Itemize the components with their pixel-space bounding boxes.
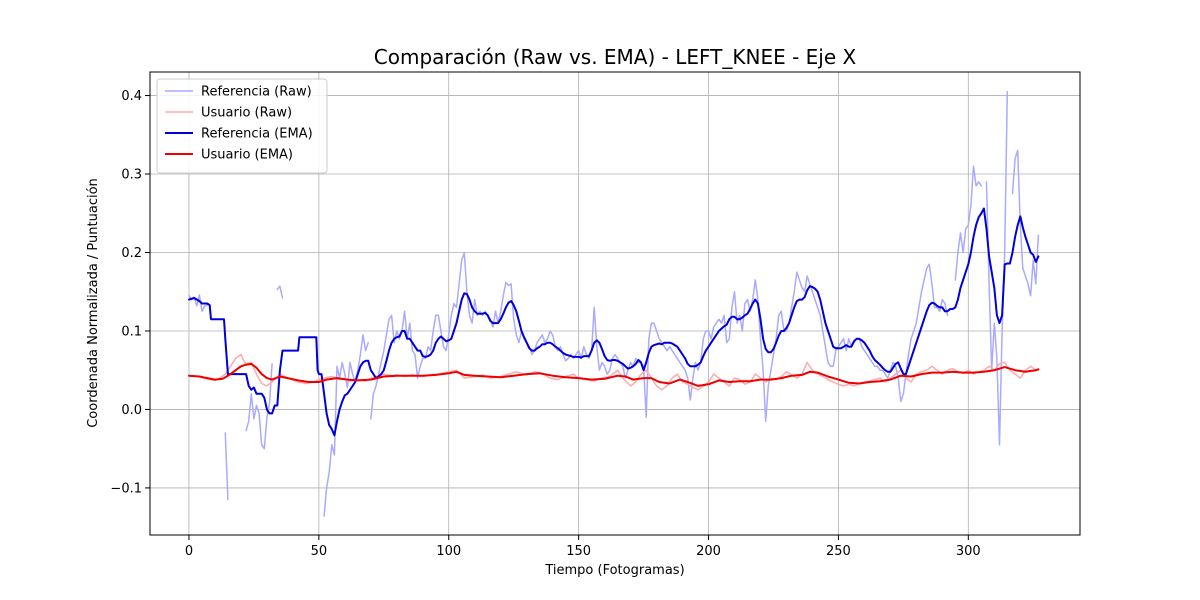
x-tick-label: 0	[185, 544, 193, 559]
x-axis-label: Tiempo (Fotogramas)	[544, 563, 684, 578]
y-tick-label: 0.0	[121, 403, 142, 418]
series-line-referencia-raw	[245, 363, 273, 450]
y-tick-label: 0.3	[121, 168, 142, 183]
legend-label: Referencia (Raw)	[201, 85, 312, 100]
series-line-usuario-raw	[188, 353, 1040, 391]
series-line-referencia-ema	[188, 207, 1040, 437]
series-line-referencia-raw	[1011, 149, 1040, 297]
plot-frame	[149, 71, 1081, 536]
legend: Referencia (Raw) Usuario (Raw) Referencia …	[156, 78, 328, 174]
y-axis: −0.1 0.0 0.1 0.2 0.3 0.4	[110, 89, 150, 496]
chart-title: Comparación (Raw vs. EMA) - LEFT_KNEE - …	[374, 45, 857, 69]
x-axis: 0 50 100 150 200 250 300	[185, 535, 981, 559]
series-group	[188, 90, 1040, 517]
legend-label: Usuario (Raw)	[201, 106, 292, 121]
legend-box	[156, 78, 328, 174]
legend-label: Usuario (EMA)	[201, 148, 293, 163]
series-line-usuario-ema	[188, 362, 1040, 387]
y-axis-label: Coordenada Normalizada / Puntuación	[86, 178, 101, 428]
series-line-referencia-raw	[323, 334, 369, 517]
y-tick-label: 0.1	[121, 324, 142, 339]
series-line-referencia-raw	[224, 432, 229, 501]
y-tick-label: −0.1	[110, 481, 142, 496]
series-line-referencia-raw	[954, 165, 983, 281]
y-tick-label: 0.2	[121, 246, 142, 261]
x-tick-label: 200	[696, 544, 721, 559]
y-tick-label: 0.4	[121, 89, 142, 104]
x-tick-label: 150	[566, 544, 591, 559]
x-tick-label: 300	[956, 544, 981, 559]
x-tick-label: 250	[826, 544, 851, 559]
x-tick-label: 100	[436, 544, 461, 559]
x-tick-label: 50	[311, 544, 328, 559]
series-line-referencia-raw	[276, 285, 284, 299]
legend-label: Referencia (EMA)	[201, 127, 313, 142]
